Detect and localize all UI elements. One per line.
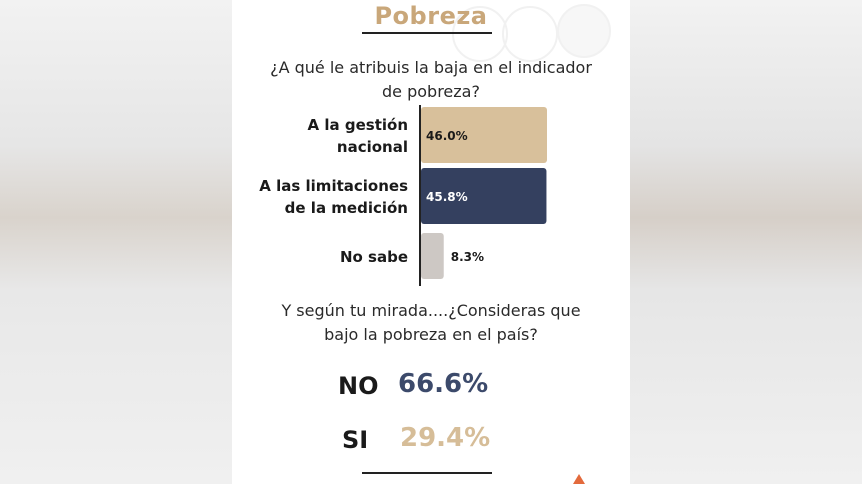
category-label-0-1: nacional	[337, 138, 408, 156]
category-label-1-0: A las limitaciones	[259, 177, 408, 195]
category-label-0-0: A la gestión	[308, 116, 408, 134]
question-2-line-2: bajo la pobreza en el país?	[324, 325, 538, 344]
bar-value-label-0: 46.0%	[426, 129, 468, 143]
bar-value-label-1: 45.8%	[426, 190, 468, 204]
result-no-value: 66.6%	[398, 369, 489, 399]
title-underline	[362, 32, 492, 34]
question-1-line-1: ¿A qué le atribuis la baja en el indicad…	[270, 58, 592, 77]
category-label-2-0: No sabe	[340, 248, 408, 266]
background-blur-right	[630, 0, 862, 484]
page-title: Pobreza	[374, 2, 488, 30]
background-blur-left	[0, 0, 232, 484]
result-si-value: 29.4%	[400, 423, 491, 453]
logo-mark-icon	[573, 474, 585, 484]
bar-value-label-2: 8.3%	[451, 250, 484, 264]
bar-1	[421, 168, 547, 224]
result-si-label: SI	[342, 426, 369, 454]
question-1-line-2: de pobreza?	[382, 82, 480, 101]
category-label-1-1: de la medición	[285, 199, 408, 217]
bar-chart: 46.0% A la gestión nacional 45.8% A las limi…	[259, 105, 547, 286]
bar-2	[421, 233, 444, 279]
result-no-label: NO	[338, 372, 379, 400]
infographic-card: Pobreza ¿A qué le atribuis la baja en el…	[232, 0, 630, 484]
decorative-circle	[557, 4, 611, 58]
bar-0	[421, 107, 547, 163]
question-2-line-1: Y según tu mirada....¿Consideras que	[281, 301, 581, 320]
bottom-divider	[362, 472, 492, 474]
